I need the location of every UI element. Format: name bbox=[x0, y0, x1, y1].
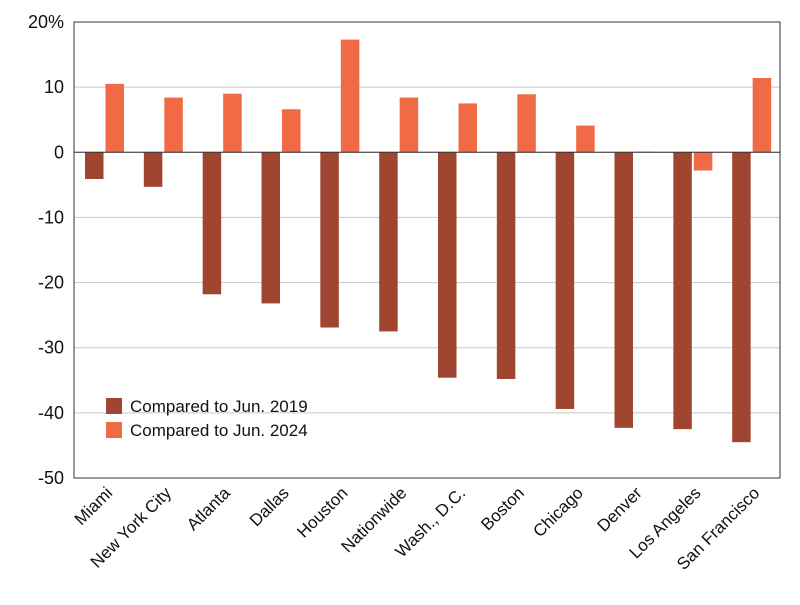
chart-container: 20% 10 0 -10 -20 -30 -40 -50 Miami New York City… bbox=[0, 0, 800, 600]
bar-jun-2019 bbox=[144, 152, 163, 187]
bar-jun-2024 bbox=[282, 109, 301, 152]
x-tick-label: Atlanta bbox=[183, 483, 234, 534]
x-tick-label: Chicago bbox=[529, 483, 587, 541]
bar-jun-2019 bbox=[673, 152, 692, 429]
x-tick-label: Dallas bbox=[246, 483, 293, 530]
bar-chart: 20%100-10-20-30-40-50 MiamiNew York City… bbox=[0, 0, 800, 600]
bar-jun-2024 bbox=[223, 94, 242, 153]
y-tick-label: -50 bbox=[38, 468, 64, 488]
bar-jun-2019 bbox=[320, 152, 339, 327]
bar-jun-2019 bbox=[615, 152, 634, 428]
bars bbox=[85, 40, 771, 443]
x-tick-label: Denver bbox=[594, 483, 646, 535]
y-tick-label: 20% bbox=[28, 12, 64, 32]
y-axis-ticks: 20% 10 0 -10 -20 -30 -40 -50 bbox=[28, 12, 64, 488]
bar-jun-2019 bbox=[379, 152, 398, 331]
legend-swatch bbox=[106, 398, 122, 414]
bar-jun-2024 bbox=[694, 152, 713, 170]
legend-label: Compared to Jun. 2024 bbox=[130, 421, 308, 440]
legend-label: Compared to Jun. 2019 bbox=[130, 397, 308, 416]
bar-jun-2019 bbox=[85, 152, 104, 179]
bar-jun-2024 bbox=[106, 84, 125, 152]
y-tick-label: -30 bbox=[38, 338, 64, 358]
bar-jun-2019 bbox=[732, 152, 751, 442]
bar-jun-2024 bbox=[400, 98, 419, 153]
legend-swatch bbox=[106, 422, 122, 438]
bar-jun-2024 bbox=[164, 98, 183, 153]
x-tick-label: Boston bbox=[477, 483, 528, 534]
y-tick-label: -40 bbox=[38, 403, 64, 423]
x-tick-label: Houston bbox=[293, 483, 351, 541]
bar-jun-2024 bbox=[341, 40, 360, 153]
bar-jun-2024 bbox=[459, 103, 478, 152]
bar-jun-2024 bbox=[753, 78, 772, 152]
legend: Compared to Jun. 2019 Compared to Jun. 20… bbox=[106, 397, 308, 440]
bar-jun-2019 bbox=[438, 152, 457, 377]
bar-jun-2019 bbox=[556, 152, 575, 409]
y-tick-label: 0 bbox=[54, 142, 64, 162]
bar-jun-2019 bbox=[203, 152, 222, 294]
bar-jun-2019 bbox=[497, 152, 516, 379]
bar-jun-2019 bbox=[262, 152, 281, 303]
x-tick-label: Miami bbox=[71, 483, 116, 528]
y-tick-label: 10 bbox=[44, 77, 64, 97]
y-tick-label: -20 bbox=[38, 273, 64, 293]
bar-jun-2024 bbox=[576, 126, 595, 153]
bar-jun-2024 bbox=[517, 94, 536, 152]
y-tick-label: -10 bbox=[38, 207, 64, 227]
